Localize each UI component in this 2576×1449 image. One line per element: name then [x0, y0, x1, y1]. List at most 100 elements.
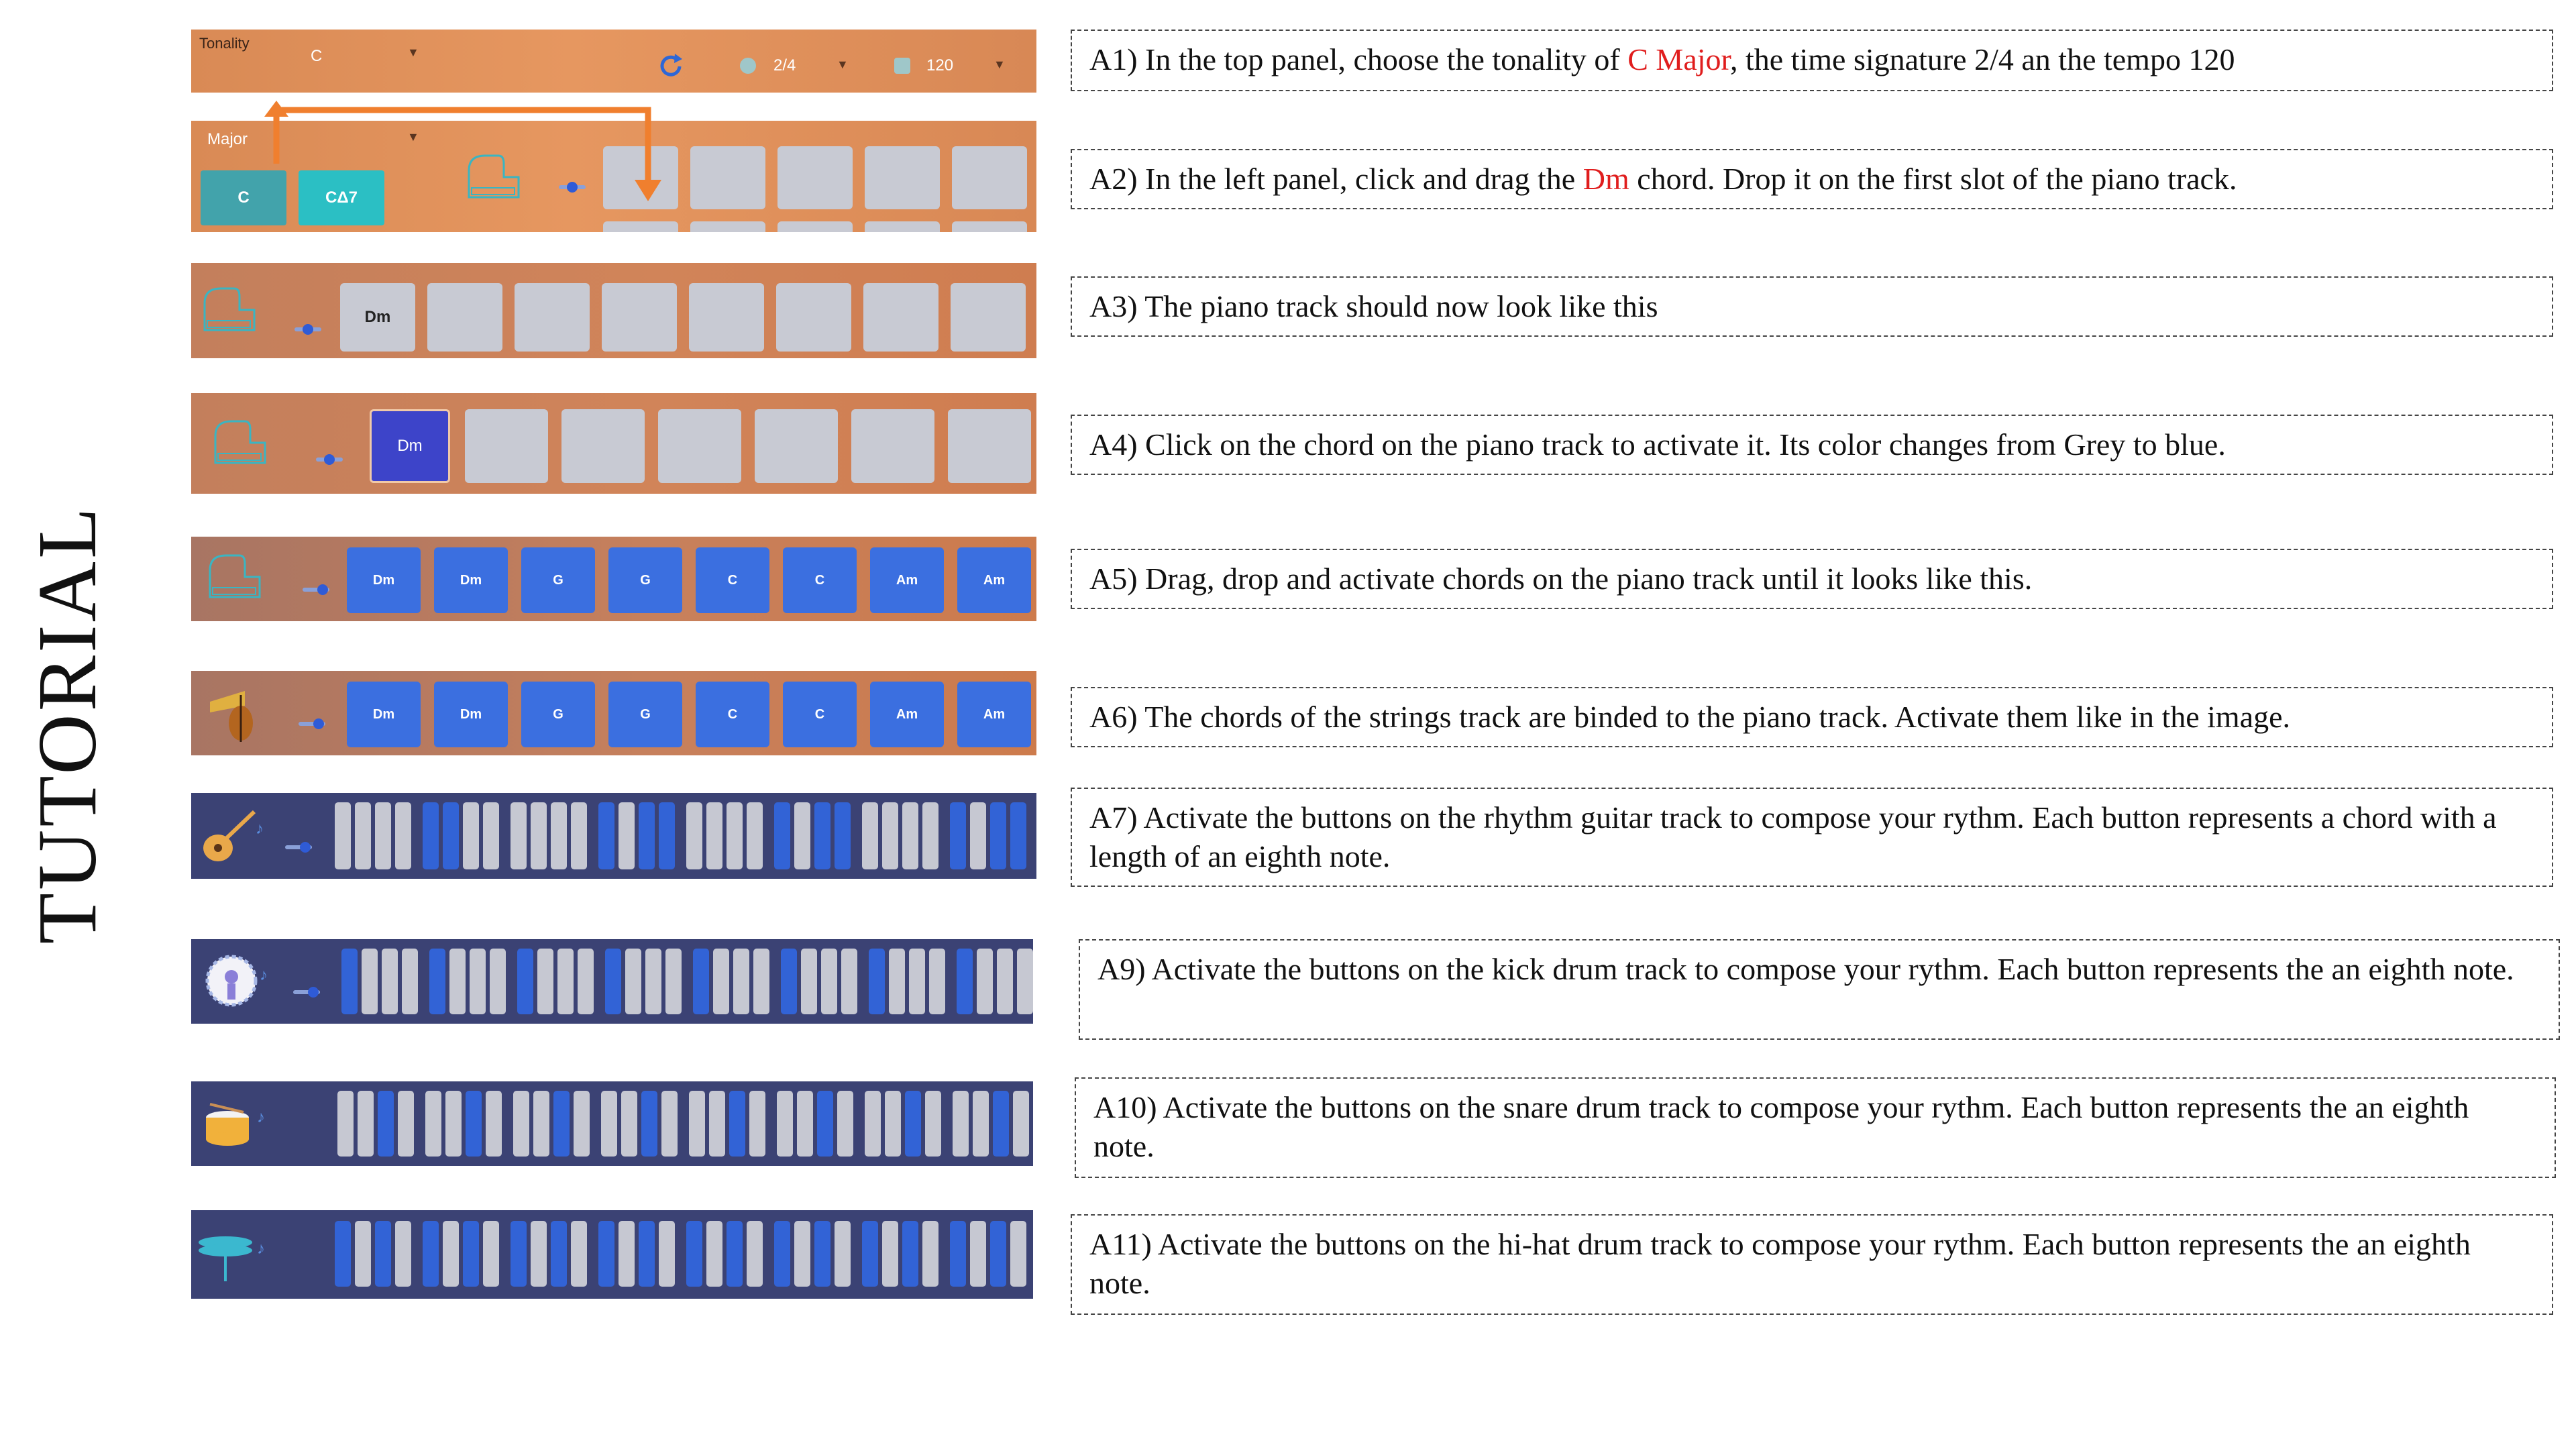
guitar-beat-button[interactable]	[335, 802, 351, 869]
snare-beat-button[interactable]	[466, 1091, 482, 1157]
piano-slot[interactable]	[777, 146, 853, 209]
piano-slot[interactable]	[690, 146, 765, 209]
tonality-value[interactable]: C	[311, 47, 323, 65]
kick-beat-button[interactable]	[713, 949, 729, 1014]
kick-beat-button[interactable]	[781, 949, 797, 1014]
hihat-beat-button[interactable]	[511, 1221, 527, 1287]
kick-beat-button[interactable]	[470, 949, 486, 1014]
guitar-beat-button[interactable]	[902, 802, 918, 869]
hihat-beat-button[interactable]	[571, 1221, 587, 1287]
snare-beat-button[interactable]	[621, 1091, 637, 1157]
piano-slot[interactable]	[658, 409, 741, 483]
piano-slot[interactable]	[863, 283, 938, 352]
piano-chord-slot[interactable]: G	[521, 547, 595, 613]
kick-beat-button[interactable]	[997, 949, 1013, 1014]
hihat-beat-button[interactable]	[355, 1221, 371, 1287]
piano-slot[interactable]	[689, 283, 764, 352]
kick-beat-button[interactable]	[1017, 949, 1033, 1014]
snare-beat-button[interactable]	[358, 1091, 374, 1157]
snare-beat-button[interactable]	[661, 1091, 678, 1157]
kick-beat-button[interactable]	[957, 949, 973, 1014]
tempo-dropdown-icon[interactable]: ▼	[994, 58, 1006, 71]
guitar-beat-button[interactable]	[551, 802, 567, 869]
piano-chord-slot[interactable]: Dm	[347, 547, 421, 613]
hihat-beat-button[interactable]	[902, 1221, 918, 1287]
guitar-beat-button[interactable]	[1010, 802, 1026, 869]
kick-beat-button[interactable]	[362, 949, 378, 1014]
guitar-beat-button[interactable]	[511, 802, 527, 869]
piano-slot[interactable]	[603, 146, 678, 209]
guitar-beat-button[interactable]	[835, 802, 851, 869]
guitar-beat-button[interactable]	[970, 802, 986, 869]
snare-beat-button[interactable]	[378, 1091, 394, 1157]
snare-beat-button[interactable]	[641, 1091, 657, 1157]
kick-beat-button[interactable]	[665, 949, 682, 1014]
guitar-beat-button[interactable]	[375, 802, 391, 869]
piano-chord-slot[interactable]: C	[696, 547, 769, 613]
volume-knob[interactable]	[567, 182, 578, 193]
piano-chord-slot[interactable]: Am	[957, 547, 1031, 613]
strings-chord-slot[interactable]: G	[608, 682, 682, 747]
guitar-beat-button[interactable]	[727, 802, 743, 869]
snare-beat-button[interactable]	[973, 1091, 989, 1157]
volume-knob[interactable]	[324, 454, 335, 465]
hihat-beat-button[interactable]	[686, 1221, 702, 1287]
guitar-beat-button[interactable]	[990, 802, 1006, 869]
piano-slot[interactable]	[427, 283, 502, 352]
hihat-beat-button[interactable]	[659, 1221, 675, 1287]
hihat-beat-button[interactable]	[990, 1221, 1006, 1287]
hihat-beat-button[interactable]	[483, 1221, 499, 1287]
snare-beat-button[interactable]	[425, 1091, 441, 1157]
hihat-beat-button[interactable]	[814, 1221, 830, 1287]
guitar-beat-button[interactable]	[882, 802, 898, 869]
kick-beat-button[interactable]	[382, 949, 398, 1014]
hihat-beat-button[interactable]	[375, 1221, 391, 1287]
snare-beat-button[interactable]	[797, 1091, 813, 1157]
piano-chord-slot[interactable]: Dm	[434, 547, 508, 613]
guitar-beat-button[interactable]	[686, 802, 702, 869]
guitar-beat-button[interactable]	[794, 802, 810, 869]
hihat-beat-button[interactable]	[794, 1221, 810, 1287]
piano-chord-slot[interactable]: G	[608, 547, 682, 613]
time-signature-dropdown-icon[interactable]: ▼	[837, 58, 849, 71]
snare-beat-button[interactable]	[729, 1091, 745, 1157]
guitar-beat-button[interactable]	[659, 802, 675, 869]
snare-beat-button[interactable]	[925, 1091, 941, 1157]
hihat-beat-button[interactable]	[706, 1221, 722, 1287]
kick-beat-button[interactable]	[645, 949, 661, 1014]
volume-knob[interactable]	[313, 718, 324, 729]
snare-beat-button[interactable]	[953, 1091, 969, 1157]
piano-slot-row2[interactable]	[952, 221, 1027, 232]
snare-beat-button[interactable]	[513, 1091, 529, 1157]
mode-dropdown-icon[interactable]: ▼	[407, 130, 419, 144]
kick-beat-button[interactable]	[693, 949, 709, 1014]
snare-beat-button[interactable]	[553, 1091, 570, 1157]
hihat-beat-button[interactable]	[950, 1221, 966, 1287]
piano-slot[interactable]	[952, 146, 1027, 209]
snare-beat-button[interactable]	[601, 1091, 617, 1157]
guitar-beat-button[interactable]	[862, 802, 878, 869]
guitar-beat-button[interactable]	[531, 802, 547, 869]
volume-knob[interactable]	[317, 584, 328, 595]
snare-beat-button[interactable]	[837, 1091, 853, 1157]
hihat-beat-button[interactable]	[531, 1221, 547, 1287]
strings-chord-slot[interactable]: C	[696, 682, 769, 747]
piano-slot[interactable]	[465, 409, 548, 483]
hihat-beat-button[interactable]	[922, 1221, 938, 1287]
volume-slider[interactable]	[293, 990, 320, 994]
guitar-beat-button[interactable]	[571, 802, 587, 869]
strings-chord-slot[interactable]: G	[521, 682, 595, 747]
snare-beat-button[interactable]	[689, 1091, 705, 1157]
snare-beat-button[interactable]	[337, 1091, 354, 1157]
kick-beat-button[interactable]	[402, 949, 418, 1014]
kick-beat-button[interactable]	[869, 949, 885, 1014]
chord-button-c[interactable]: C	[201, 170, 286, 225]
piano-slot[interactable]	[776, 283, 851, 352]
piano-slot-row2[interactable]	[777, 221, 853, 232]
kick-beat-button[interactable]	[733, 949, 749, 1014]
snare-beat-button[interactable]	[749, 1091, 765, 1157]
guitar-beat-button[interactable]	[483, 802, 499, 869]
hihat-beat-button[interactable]	[423, 1221, 439, 1287]
tonality-dropdown-icon[interactable]: ▼	[407, 46, 419, 59]
hihat-beat-button[interactable]	[727, 1221, 743, 1287]
